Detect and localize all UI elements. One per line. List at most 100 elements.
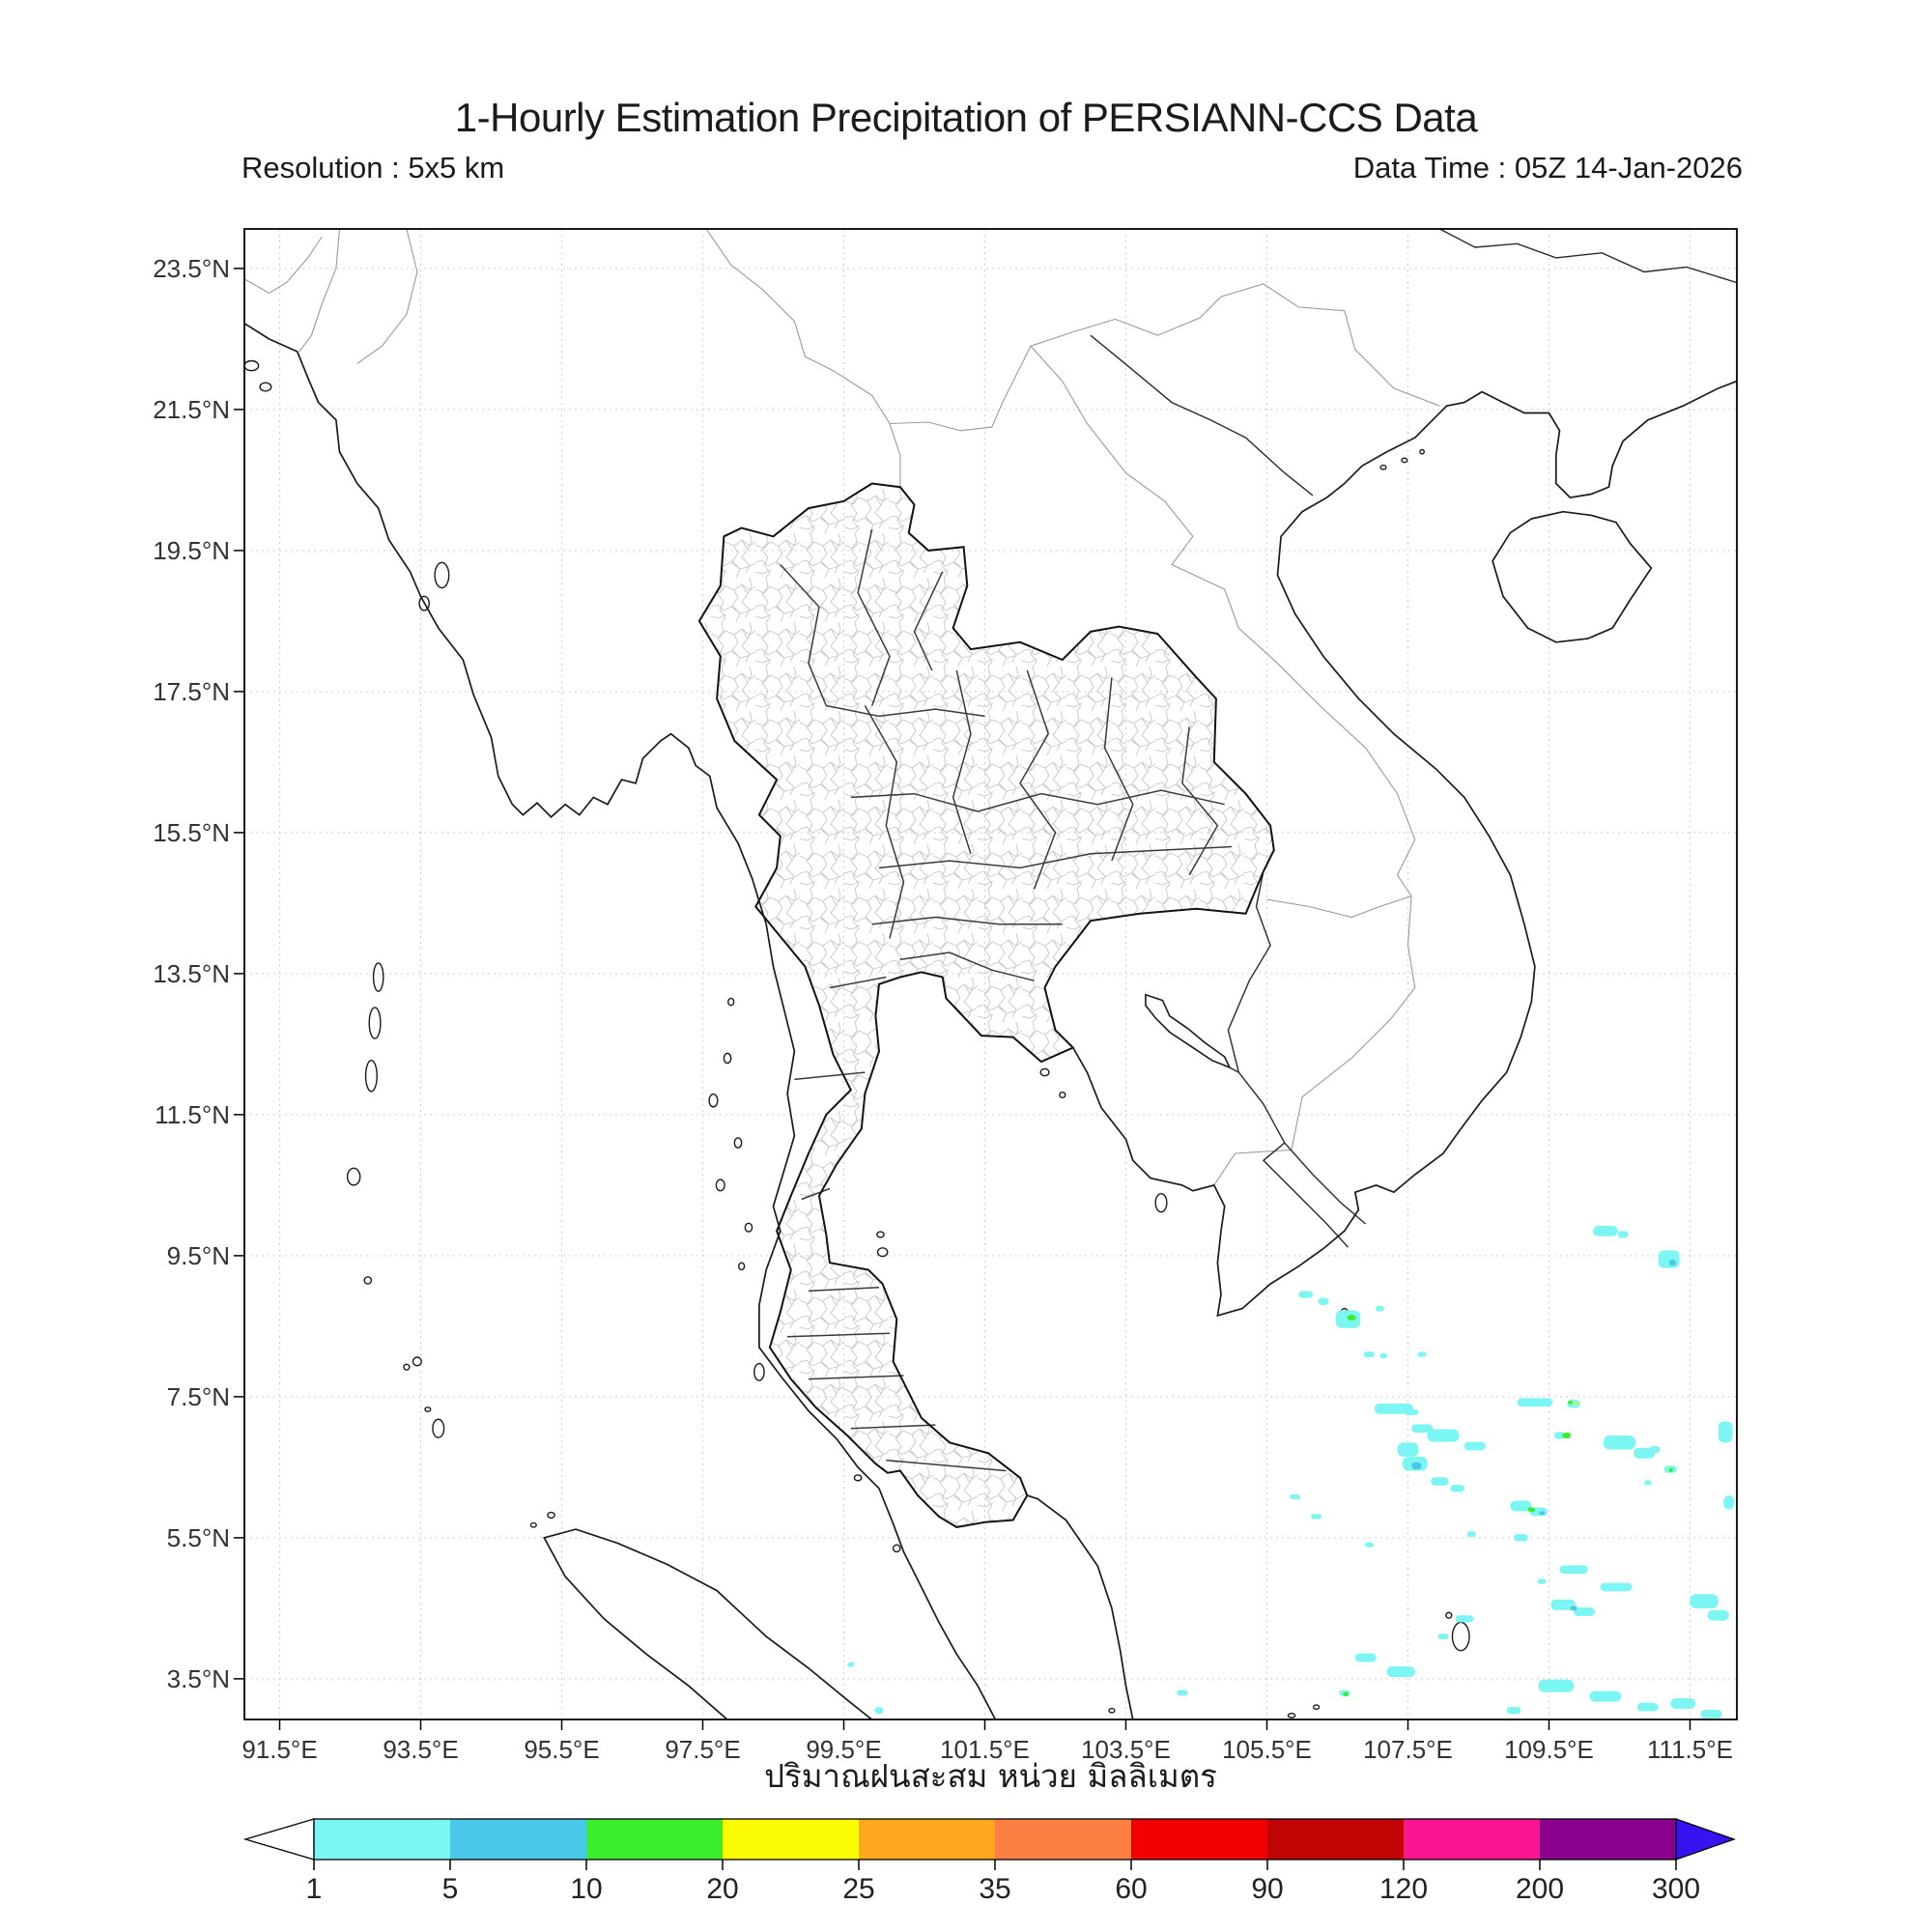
precip-patch bbox=[1568, 1400, 1573, 1405]
province-boundary bbox=[850, 1424, 936, 1430]
island bbox=[876, 1247, 889, 1258]
river bbox=[1090, 334, 1314, 497]
precip-patch bbox=[1668, 1260, 1676, 1266]
colorbar-segment bbox=[314, 1819, 450, 1860]
precip-patch bbox=[1374, 1403, 1413, 1414]
precip-patch bbox=[1411, 1462, 1422, 1470]
precip-patch bbox=[1600, 1582, 1633, 1592]
precip-patch bbox=[1437, 1634, 1449, 1639]
precip-patch bbox=[1379, 1352, 1387, 1359]
country-border bbox=[705, 229, 901, 488]
thailand-district-fill bbox=[698, 483, 1274, 1527]
precip-patch bbox=[1397, 1442, 1419, 1457]
y-axis-label: 17.5°N bbox=[153, 677, 230, 706]
precip-patch bbox=[1417, 1351, 1427, 1357]
precip-patch bbox=[1290, 1493, 1301, 1500]
colorbar-segment bbox=[1404, 1819, 1540, 1860]
coastline-malay-east bbox=[1027, 1494, 1134, 1719]
province-boundary bbox=[1019, 669, 1057, 890]
precip-patch bbox=[1589, 1690, 1622, 1702]
precip-patch bbox=[1375, 1305, 1384, 1312]
province-boundary bbox=[871, 916, 1063, 925]
colorbar-segment bbox=[1131, 1819, 1267, 1860]
y-axis-label: 5.5°N bbox=[167, 1523, 230, 1552]
axis-ticks-and-labels: 91.5°E 93.5°E 95.5°E 97.5°E 99.5°E 101.5°E 103… bbox=[153, 254, 1733, 1764]
colorbar-label: 120 bbox=[1379, 1873, 1428, 1905]
precip-patch bbox=[1450, 1485, 1464, 1492]
precip-patch bbox=[1570, 1605, 1577, 1611]
colorbar-label: 1 bbox=[306, 1873, 323, 1905]
y-axis-label: 15.5°N bbox=[153, 818, 230, 847]
precip-patch bbox=[1386, 1666, 1415, 1678]
island bbox=[1108, 1707, 1116, 1714]
hainan-island bbox=[1492, 510, 1653, 643]
province-boundary bbox=[780, 563, 827, 706]
province-boundary bbox=[878, 845, 1233, 869]
province-boundary bbox=[913, 571, 944, 671]
precip-patch bbox=[1723, 1495, 1735, 1510]
colorbar-label: 35 bbox=[979, 1873, 1010, 1905]
island bbox=[364, 1059, 378, 1093]
precip-patch bbox=[1634, 1447, 1655, 1459]
precip-patch bbox=[1527, 1507, 1535, 1512]
colorbar-label: 20 bbox=[706, 1873, 738, 1905]
river bbox=[1227, 870, 1367, 1225]
province-boundary bbox=[1181, 726, 1219, 876]
precip-patch bbox=[1466, 1531, 1476, 1538]
island bbox=[1419, 448, 1425, 455]
colorbar-label: 60 bbox=[1115, 1873, 1147, 1905]
province-boundary bbox=[1103, 677, 1134, 862]
country-border bbox=[1213, 895, 1416, 1186]
colorbar-title-thai: ปริมาณฝนสะสม หน่วย มิลลิเมตร bbox=[764, 1757, 1217, 1795]
province-boundary bbox=[829, 976, 887, 989]
island bbox=[418, 595, 430, 611]
island bbox=[723, 1052, 732, 1065]
precip-patch bbox=[1411, 1424, 1434, 1434]
x-axis-label: 103.5°E bbox=[1081, 1735, 1171, 1764]
island bbox=[715, 1179, 725, 1192]
island bbox=[434, 561, 450, 589]
island bbox=[1287, 1712, 1296, 1719]
country-border bbox=[1030, 345, 1416, 896]
island bbox=[1312, 1704, 1321, 1710]
island bbox=[244, 359, 260, 372]
island bbox=[1039, 1067, 1050, 1077]
province-boundary bbox=[808, 1286, 880, 1293]
colorbar: 1 5 10 20 25 35 60 90 120 200 300 bbox=[242, 1818, 1736, 1905]
coastline-bengal-malay bbox=[244, 323, 997, 1719]
precip-patch bbox=[1573, 1401, 1577, 1406]
x-axis-label: 99.5°E bbox=[806, 1735, 881, 1764]
province-boundary bbox=[787, 1332, 891, 1338]
colorbar-segment bbox=[1540, 1819, 1676, 1860]
island bbox=[412, 1356, 422, 1367]
precip-patch bbox=[1690, 1594, 1719, 1608]
precip-patch bbox=[874, 1707, 884, 1715]
province-boundary bbox=[886, 1459, 1007, 1472]
island bbox=[432, 1418, 445, 1438]
province-boundary bbox=[801, 1187, 831, 1201]
colorbar-segment bbox=[723, 1819, 859, 1860]
island bbox=[853, 1474, 863, 1482]
x-axis-label: 93.5°E bbox=[383, 1735, 458, 1764]
precip-patch bbox=[1364, 1542, 1374, 1548]
country-border bbox=[1266, 895, 1412, 919]
country-border bbox=[244, 236, 323, 295]
island bbox=[403, 1363, 411, 1371]
y-axis-label: 7.5°N bbox=[167, 1382, 230, 1411]
island bbox=[424, 1406, 432, 1412]
precip-patch bbox=[1298, 1291, 1313, 1298]
province-boundary bbox=[808, 1375, 904, 1380]
province-boundary bbox=[826, 704, 985, 718]
precip-patch bbox=[1559, 1565, 1588, 1575]
x-axis-label: 101.5°E bbox=[940, 1735, 1030, 1764]
thailand-outline bbox=[697, 482, 1275, 1528]
precip-patch bbox=[1514, 1534, 1528, 1542]
precip-patch bbox=[1707, 1609, 1729, 1621]
country-border bbox=[298, 229, 341, 353]
precip-patch bbox=[1537, 1578, 1547, 1584]
precip-patch bbox=[1593, 1225, 1618, 1236]
precip-patch bbox=[1700, 1710, 1722, 1719]
precip-patch bbox=[1538, 1679, 1575, 1692]
